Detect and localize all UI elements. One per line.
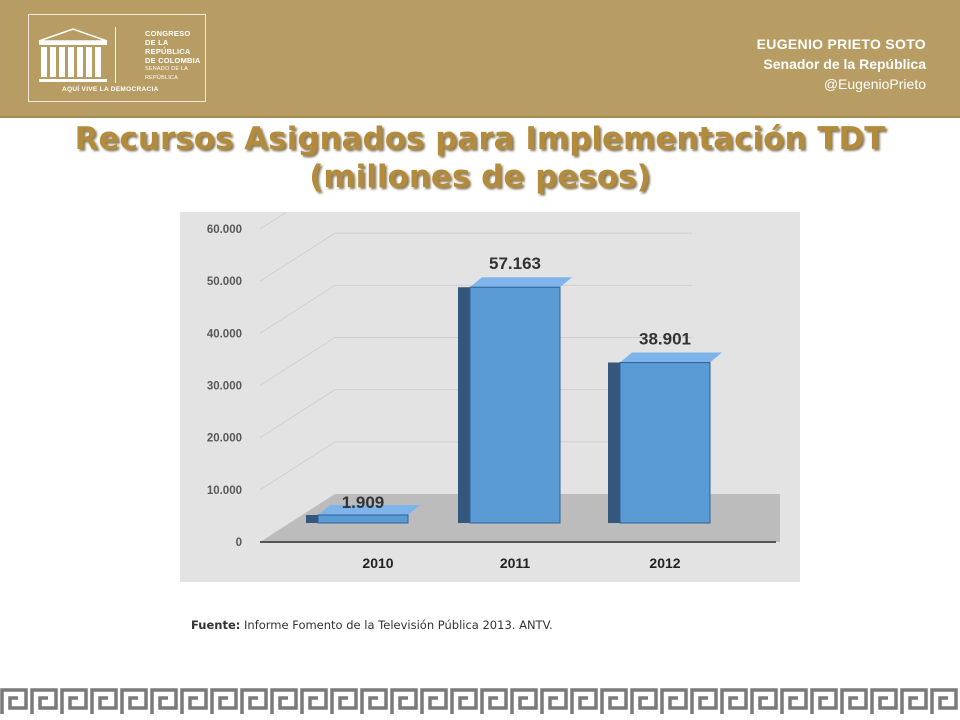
greek-key-unit [540,688,568,714]
senator-role: Senador de la República [763,56,926,72]
greek-key-unit [930,688,958,714]
bar-top [470,277,572,288]
greek-key-unit [300,688,328,714]
gridline [259,284,692,334]
header-banner: CONGRESO DE LA REPÚBLICA DE COLOMBIA SEN… [0,0,960,118]
greek-key-border [0,684,960,720]
bar-top [318,505,420,515]
x-tick-label: 2012 [649,555,680,571]
greek-key-unit [0,688,28,714]
y-tick-label: 20.000 [207,433,242,445]
greek-key-unit [30,688,58,714]
congress-logo: CONGRESO DE LA REPÚBLICA DE COLOMBIA SEN… [28,14,206,102]
y-tick-label: 0 [236,537,242,549]
logo-tagline: AQUÍ VIVE LA DEMOCRACIA [62,86,159,93]
greek-key-unit [780,688,808,714]
greek-key-unit [240,688,268,714]
greek-key-unit [210,688,238,714]
title-line-2: (millones de pesos) [309,159,651,195]
senator-name: EUGENIO PRIETO SOTO [756,36,926,52]
greek-key-unit [810,688,838,714]
y-tick-label: 60.000 [207,224,242,236]
bar-top [620,352,722,363]
gridline [259,232,692,282]
greek-key-unit [180,688,208,714]
y-tick-label: 50.000 [207,276,242,288]
source-note: Fuente: Informe Fomento de la Televisión… [191,618,553,632]
greek-key-unit [750,688,778,714]
source-text: Informe Fomento de la Televisión Pública… [244,618,553,632]
senator-info: EUGENIO PRIETO SOTO Senador de la Repúbl… [757,34,926,94]
chart-area: 0 10.000 20.000 30.000 40.000 50.000 60.000 1.9… [180,180,800,582]
greek-key-unit [570,688,598,714]
bar-2011 [469,286,561,524]
bar-side [608,362,620,523]
greek-key-pattern [0,688,958,714]
greek-key-unit [600,688,628,714]
y-tick-label: 10.000 [207,485,242,497]
gridline [259,441,692,491]
bar-side [306,515,318,523]
y-tick-label: 40.000 [207,328,242,340]
data-label: 1.909 [342,493,385,512]
data-label: 38.901 [639,330,691,349]
bar-2010 [317,514,409,524]
gridline [259,180,692,230]
greek-key-unit [900,688,928,714]
bar-side [458,287,470,523]
greek-key-unit [150,688,178,714]
y-tick-label: 30.000 [207,381,242,393]
x-tick-label: 2010 [362,555,393,571]
senator-handle: @EugenioPrieto [823,76,926,92]
data-label: 57.163 [489,254,541,273]
greek-key-unit [270,688,298,714]
greek-key-unit [630,688,658,714]
greek-key-unit [510,688,538,714]
source-label: Fuente: [191,618,241,632]
slide-title: Recursos Asignados para Implementación T… [0,120,960,196]
greek-key-unit [120,688,148,714]
greek-key-unit [690,688,718,714]
bar-2012 [619,362,711,524]
greek-key-unit [450,688,478,714]
title-line-1: Recursos Asignados para Implementación T… [74,121,886,157]
greek-key-unit [90,688,118,714]
greek-key-unit [870,688,898,714]
gridline [259,389,692,439]
greek-key-unit [660,688,688,714]
bar-chart: 0 10.000 20.000 30.000 40.000 50.000 60.000 1.9… [207,180,780,571]
logo-text: CONGRESO DE LA REPÚBLICA DE COLOMBIA SEN… [145,29,201,81]
capitol-building-icon [38,27,116,83]
greek-key-unit [840,688,868,714]
greek-key-unit [480,688,508,714]
greek-key-unit [330,688,358,714]
greek-key-unit [60,688,88,714]
x-tick-label: 2011 [500,555,531,571]
greek-key-unit [360,688,388,714]
greek-key-unit [390,688,418,714]
greek-key-unit [420,688,448,714]
gridline [259,337,692,386]
greek-key-unit [720,688,748,714]
